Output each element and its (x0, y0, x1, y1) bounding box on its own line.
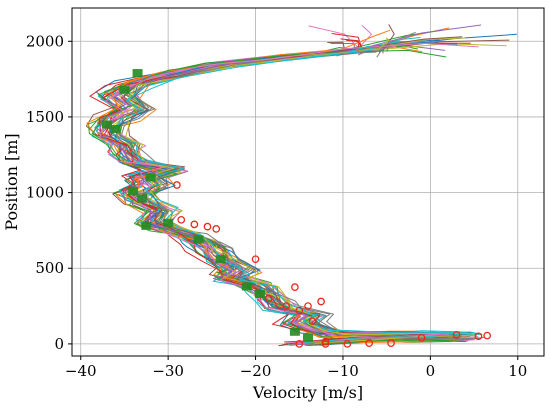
x-tick-label: 0 (426, 362, 436, 380)
circle-marker (308, 317, 317, 326)
y-axis-label: Position [m] (2, 133, 21, 230)
circle-marker (295, 340, 304, 348)
start-marker (241, 282, 252, 291)
circle-marker (321, 337, 330, 346)
start-marker (303, 333, 313, 342)
circle-marker (291, 283, 299, 292)
circle-marker (387, 339, 395, 347)
circle-marker (264, 294, 273, 303)
start-marker (289, 327, 300, 336)
axis-ticks: −40 −30 −20 −10 0 10 0 500 1000 1500 2000 (26, 32, 528, 380)
circle-marker (317, 297, 325, 306)
start-marker (215, 255, 226, 264)
start-marker (136, 194, 147, 203)
circle-marker (343, 340, 352, 348)
start-marker (163, 218, 174, 227)
circle-markers (173, 181, 492, 348)
y-tick-label: 500 (35, 259, 64, 277)
circle-marker (203, 222, 212, 231)
circle-marker (295, 306, 304, 315)
start-marker (110, 125, 121, 134)
circle-marker (251, 255, 260, 264)
y-tick-label: 2000 (26, 32, 64, 50)
x-axis-label: Velocity [m/s] (252, 383, 363, 402)
series-lines (85, 24, 517, 347)
circle-marker (212, 225, 221, 233)
start-marker (141, 221, 152, 230)
x-tick-label: −10 (327, 362, 359, 380)
start-marker (145, 173, 156, 182)
start-marker (101, 120, 112, 129)
circle-marker (365, 339, 374, 347)
circle-marker (282, 302, 290, 310)
circle-marker (417, 333, 426, 342)
x-tick-label: −40 (65, 362, 97, 380)
circle-marker (190, 220, 199, 229)
x-tick-label: −20 (240, 362, 272, 380)
start-marker (132, 69, 143, 78)
circle-marker (304, 302, 312, 310)
x-tick-label: 10 (508, 362, 527, 380)
y-tick-label: 1500 (26, 108, 64, 126)
circle-marker (452, 330, 461, 339)
circle-marker (173, 181, 181, 189)
plot-frame (71, 7, 545, 357)
start-marker (254, 289, 265, 298)
circle-marker (483, 331, 492, 340)
trajectory-line (116, 45, 483, 344)
start-marker (193, 235, 204, 244)
start-markers (101, 69, 313, 342)
start-marker (128, 187, 139, 196)
circle-marker (321, 340, 330, 348)
y-tick-label: 0 (54, 335, 64, 353)
trajectory-line (99, 42, 479, 344)
x-tick-label: −30 (152, 362, 184, 380)
circle-marker (474, 332, 483, 341)
y-tick-label: 1000 (26, 184, 64, 202)
trajectory-line (125, 37, 482, 344)
start-marker (119, 85, 130, 94)
circle-marker (177, 215, 186, 224)
